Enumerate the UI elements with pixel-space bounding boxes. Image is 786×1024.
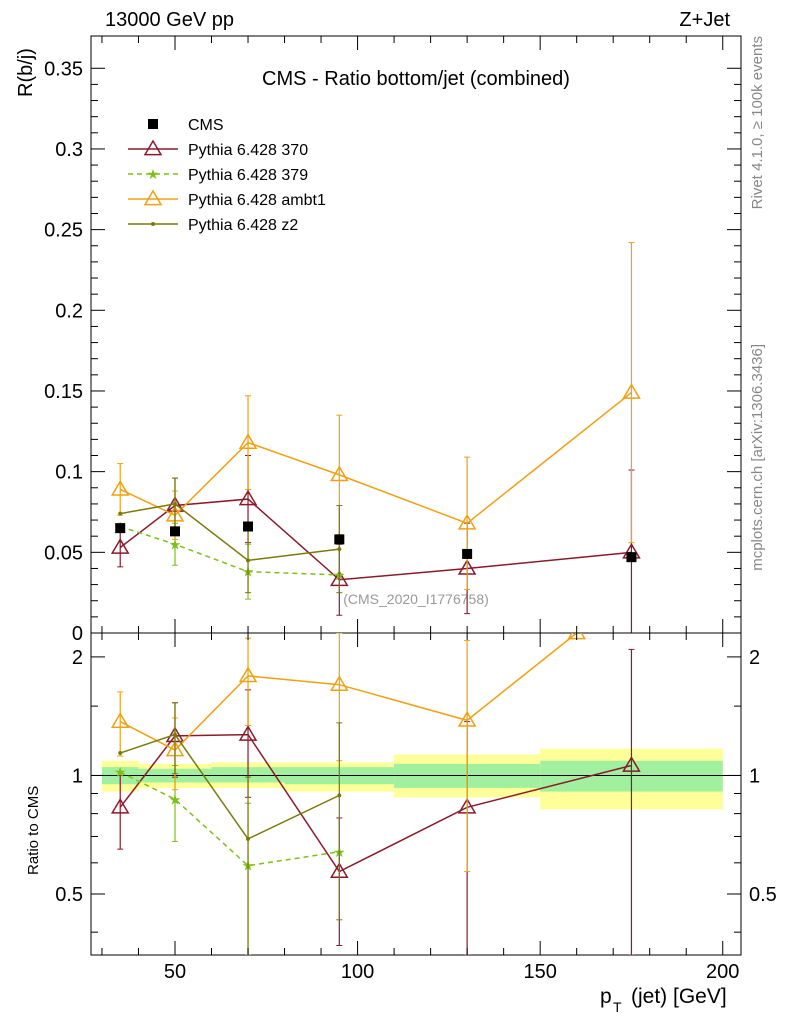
legend-marker: ★ xyxy=(147,166,160,182)
ratio-point-1: ★ xyxy=(169,791,182,807)
ratio-point-0 xyxy=(110,797,130,814)
legend-label: Pythia 6.428 z2 xyxy=(188,217,298,234)
main-ytick-label: 0.15 xyxy=(44,381,83,403)
chart-title: CMS - Ratio bottom/jet (combined) xyxy=(262,68,570,90)
legend-marker-cms xyxy=(148,119,158,129)
series-line-0 xyxy=(119,498,632,581)
series-point-2 xyxy=(622,383,641,399)
x-tick-label: 100 xyxy=(341,961,374,983)
series-point-3 xyxy=(337,547,342,552)
mcplots-label: mcplots.cern.ch [arXiv:1306.3436] xyxy=(749,344,766,571)
ratio-ytick-label-right: 1 xyxy=(749,765,760,787)
series-point-1: ★ xyxy=(169,536,182,552)
ratio-point-0 xyxy=(238,725,258,741)
legend: CMS Pythia 6.428 370 ★ Pythia 6.428 379 Pyth… xyxy=(128,117,326,234)
main-ytick-label: 0.25 xyxy=(44,220,83,242)
rivet-label: Rivet 4.1.0, ≥ 100k events xyxy=(749,36,766,209)
x-tick-label: 200 xyxy=(706,961,739,983)
main-ytick-label: 0 xyxy=(72,623,83,645)
ratio-ytick-label-right: 2 xyxy=(749,647,760,669)
ratio-point-2 xyxy=(238,666,258,683)
ratio-ytick-label-right: 0.5 xyxy=(749,884,777,906)
main-ytick-label: 0.3 xyxy=(55,139,83,161)
legend-label-cms: CMS xyxy=(188,117,224,134)
main-panel: CMS - Ratio bottom/jet (combined) (CMS_2… xyxy=(44,35,742,645)
series-point-2 xyxy=(110,479,130,496)
ratio-point-0 xyxy=(622,756,641,772)
series-line-1 xyxy=(119,525,340,576)
header-right: Z+Jet xyxy=(679,9,730,31)
cms-data-point xyxy=(169,526,180,537)
main-ytick-label: 0.1 xyxy=(55,462,83,484)
ratio-point-2 xyxy=(457,710,477,727)
ratio-point-2 xyxy=(110,712,130,728)
legend-label: Pythia 6.428 ambt1 xyxy=(188,192,326,209)
ratio-line-2 xyxy=(119,633,578,751)
ratio-ytick-label-left: 1 xyxy=(72,765,83,787)
cms-data-point xyxy=(243,521,254,532)
ratio-ylabel: Ratio to CMS xyxy=(25,786,42,875)
series-point-2 xyxy=(457,513,477,530)
ratio-point-1: ★ xyxy=(114,764,127,780)
series-point-3 xyxy=(246,558,251,563)
cms-data-point xyxy=(115,523,126,534)
cms-data-point xyxy=(334,534,345,545)
ratio-ytick-label-left: 2 xyxy=(72,647,83,669)
x-tick-label: 150 xyxy=(523,961,556,983)
series-point-0 xyxy=(238,489,258,506)
legend-marker xyxy=(143,189,163,206)
ratio-point-3 xyxy=(172,732,177,737)
main-ytick-label: 0.35 xyxy=(44,58,83,80)
legend-marker xyxy=(143,139,163,156)
main-ytick-label: 0.2 xyxy=(55,300,83,322)
series-point-0 xyxy=(110,538,130,554)
legend-label: Pythia 6.428 379 xyxy=(188,167,308,184)
ratio-line-3 xyxy=(119,733,340,840)
series-point-2 xyxy=(330,465,349,482)
x-axis-label-rest: (jet) [GeV] xyxy=(631,985,727,1008)
series-line-3 xyxy=(120,503,340,562)
main-ytick-label: 0.05 xyxy=(44,542,83,564)
ratio-point-2 xyxy=(330,675,349,692)
x-axis-label-sub: T xyxy=(613,999,622,1015)
legend-marker xyxy=(151,222,155,226)
x-tick-label: 50 xyxy=(164,961,186,983)
ratio-line-0 xyxy=(119,733,632,873)
ratio-point-3 xyxy=(337,793,342,798)
ratio-frame xyxy=(90,632,742,956)
ratio-panel: 0.5 0.51 12 2 ★★★★ xyxy=(55,632,777,956)
header-left: 13000 GeV pp xyxy=(105,9,234,31)
series-point-3 xyxy=(118,511,123,516)
ratio-point-3 xyxy=(118,751,123,756)
cms-data-point xyxy=(462,548,473,559)
series-line-2 xyxy=(119,391,632,525)
legend-label: Pythia 6.428 370 xyxy=(188,142,308,159)
ratio-point-3 xyxy=(246,836,251,841)
series-point-3 xyxy=(172,501,177,506)
ratio-line-1 xyxy=(119,771,340,867)
watermark: (CMS_2020_I1776758) xyxy=(343,591,489,607)
x-axis-label-p: p xyxy=(600,985,612,1008)
main-ylabel: R(b/j) xyxy=(15,48,37,97)
ratio-ytick-label-left: 0.5 xyxy=(55,884,83,906)
series-point-2 xyxy=(238,433,258,449)
cms-data-point xyxy=(626,552,637,563)
